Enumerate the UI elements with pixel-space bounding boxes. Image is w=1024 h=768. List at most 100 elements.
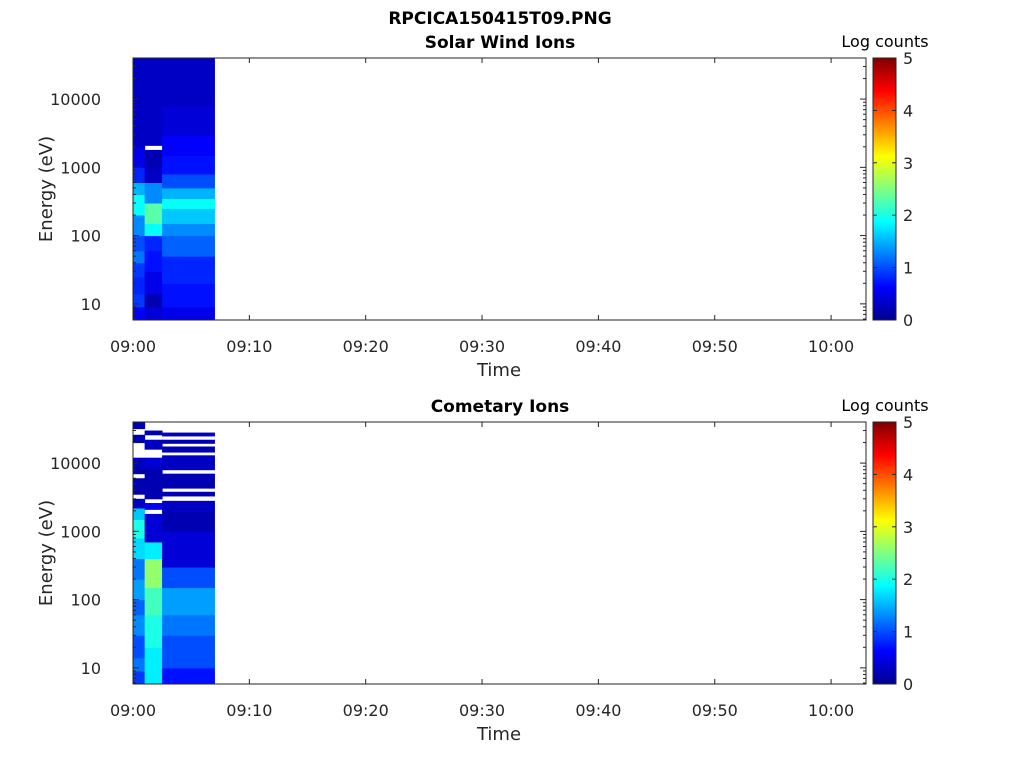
- heatmap-cell: [133, 507, 146, 520]
- x-tick-label: 09:50: [692, 701, 738, 720]
- heatmap-cell: [133, 537, 146, 560]
- plot-area: [132, 421, 867, 685]
- heatmap-cell: [133, 58, 146, 148]
- heatmap-cell: [162, 531, 215, 568]
- y-tick-label: 100: [70, 591, 101, 610]
- heatmap-cell: [133, 167, 146, 183]
- heatmap-cell: [144, 271, 163, 295]
- x-tick-label: 10:00: [808, 337, 854, 356]
- x-tick-label: 09:40: [575, 337, 621, 356]
- heatmap-cell: [133, 519, 146, 539]
- heatmap-cell: [144, 250, 163, 272]
- heatmap-cell: [162, 198, 215, 209]
- heatmap: [133, 58, 215, 321]
- heatmap-cell: [133, 146, 146, 168]
- chart-title: Cometary Ions: [431, 397, 570, 417]
- x-tick-label: 09:20: [343, 701, 389, 720]
- y-axis-title: Energy (eV): [36, 500, 57, 606]
- heatmap-cell: [144, 466, 163, 500]
- plot-area: [132, 57, 867, 321]
- heatmap-cell: [133, 235, 146, 252]
- heatmap-cell: [133, 558, 146, 580]
- colorbar-tick-label: 4: [903, 465, 913, 484]
- heatmap-cell: [162, 432, 215, 437]
- heatmap-cell: [162, 208, 215, 225]
- heatmap-cell: [162, 473, 215, 489]
- x-tick-label: 09:30: [459, 337, 505, 356]
- heatmap-cell: [162, 223, 215, 237]
- panel-1: Solar Wind Ions 09:00 09:10 09:20 09:30 09:40…: [36, 32, 929, 381]
- heatmap-cell: [162, 667, 215, 685]
- heatmap-cell: [162, 58, 215, 107]
- colorbar-tick-label: 3: [903, 518, 913, 537]
- heatmap-cell: [144, 614, 163, 648]
- colorbar: [872, 421, 897, 685]
- colorbar-tick-label: 1: [903, 259, 913, 278]
- heatmap-cell: [162, 635, 215, 669]
- heatmap-cell: [144, 149, 163, 168]
- heatmap: [133, 422, 215, 685]
- x-axis-title: Time: [476, 360, 521, 381]
- figure-title: RPCICA150415T09.PNG: [388, 9, 611, 29]
- heatmap-cell: [133, 614, 146, 636]
- y-tick-label: 10000: [50, 90, 101, 109]
- colorbar-tick-label: 5: [903, 413, 913, 432]
- heatmap-cell: [162, 446, 215, 453]
- heatmap-cell: [162, 187, 215, 199]
- y-axis-title: Energy (eV): [36, 136, 57, 242]
- x-tick-label: 09:10: [226, 701, 272, 720]
- colorbar-tick-label: 1: [903, 623, 913, 642]
- colorbar-tick-label: 3: [903, 154, 913, 173]
- heatmap-cell: [162, 587, 215, 616]
- colorbar-title: Log counts: [841, 396, 928, 415]
- heatmap-cell: [144, 182, 163, 204]
- colorbar-title: Log counts: [841, 32, 928, 51]
- heatmap-cell: [144, 647, 163, 685]
- heatmap-cell: [133, 478, 146, 495]
- heatmap-cell: [133, 434, 146, 444]
- x-tick-label: 09:40: [575, 701, 621, 720]
- x-tick-label: 09:00: [110, 337, 156, 356]
- heatmap-cell: [162, 500, 215, 512]
- heatmap-cell: [144, 223, 163, 237]
- heatmap-cell: [144, 203, 163, 225]
- heatmap-cell: [133, 466, 146, 475]
- chart-title: Solar Wind Ions: [425, 33, 576, 53]
- heatmap-cell: [144, 457, 163, 467]
- colorbar-tick-label: 0: [903, 311, 913, 330]
- heatmap-cell: [162, 306, 215, 321]
- heatmap-cell: [162, 510, 215, 532]
- heatmap-cell: [144, 293, 163, 308]
- heatmap-cell: [144, 306, 163, 321]
- y-tick-label: 10: [81, 295, 101, 314]
- heatmap-cell: [133, 250, 146, 264]
- heatmap-cell: [144, 167, 163, 183]
- heatmap-cell: [133, 657, 146, 672]
- heatmap-cell: [133, 293, 146, 308]
- heatmap-cell: [133, 182, 146, 196]
- x-tick-label: 09:30: [459, 701, 505, 720]
- heatmap-cell: [144, 58, 163, 146]
- heatmap-cell: [144, 558, 163, 589]
- x-axis-title: Time: [476, 724, 521, 745]
- heatmap-cell: [133, 635, 146, 659]
- heatmap-cell: [133, 457, 146, 467]
- heatmap-cell: [162, 105, 215, 136]
- heatmap-cell: [144, 439, 163, 450]
- heatmap-cell: [133, 498, 146, 509]
- heatmap-cell: [162, 439, 215, 444]
- heatmap-cell: [133, 215, 146, 237]
- x-tick-label: 09:10: [226, 337, 272, 356]
- heatmap-cell: [133, 262, 146, 278]
- y-tick-label: 100: [70, 227, 101, 246]
- heatmap-cell: [133, 579, 146, 601]
- heatmap-cell: [162, 256, 215, 284]
- heatmap-cell: [162, 567, 215, 589]
- colorbar-tick-label: 4: [903, 101, 913, 120]
- heatmap-cell: [144, 513, 163, 543]
- colorbar-tick-label: 2: [903, 570, 913, 589]
- heatmap-cell: [162, 491, 215, 497]
- colorbar-tick-label: 0: [903, 675, 913, 694]
- heatmap-cell: [133, 306, 146, 321]
- heatmap-cell: [162, 134, 215, 156]
